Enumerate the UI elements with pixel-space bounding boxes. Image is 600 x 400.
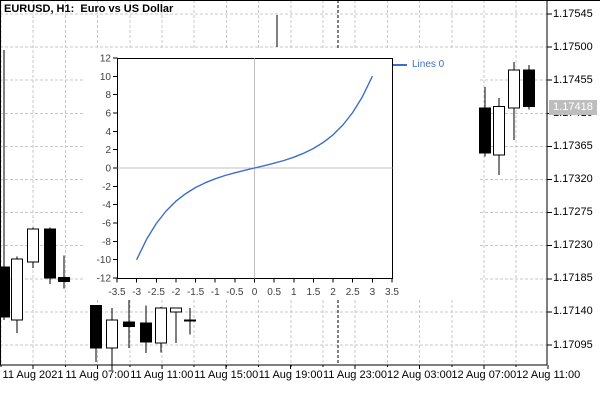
panel-x-tick-label: -3.5 — [108, 287, 126, 298]
legend: Lines 0 — [393, 59, 444, 70]
price-label: 1.17545 — [553, 7, 593, 20]
current-price-badge: 1.17418 — [549, 99, 597, 115]
panel-x-tick-label: -2.5 — [148, 287, 166, 298]
candle — [123, 300, 135, 348]
candle-body — [170, 307, 182, 313]
panel-y-tick-label: -8 — [102, 237, 111, 248]
price-label: 1.17455 — [553, 73, 593, 86]
candle-body — [523, 69, 535, 108]
panel-x-tick-label: 0.5 — [267, 287, 281, 298]
candle-body — [184, 319, 196, 322]
panel-x-tick-label: -1.5 — [187, 287, 205, 298]
panel-x-tick-label: -2 — [171, 287, 180, 298]
indicator-panel[interactable]: 12 10 8 6 4 2 0 -2 -4 -6 -8 -10 -12 -3.5 -3 -2.5 -2 -1.5-… — [85, 50, 478, 298]
chart-symbol-title: EURUSD, H1: Euro vs US Dollar — [4, 3, 174, 15]
candle — [58, 255, 70, 289]
candle-body — [0, 266, 10, 318]
panel-x-tick-label: 2 — [330, 287, 336, 298]
candle-body — [155, 307, 167, 344]
candle — [479, 86, 491, 157]
panel-y-tick-label: -12 — [97, 274, 112, 285]
price-label: 1.17185 — [553, 272, 593, 285]
price-label: 1.17500 — [553, 40, 593, 53]
price-scale[interactable]: 1.175451.175001.174551.174101.173651.173… — [547, 0, 600, 365]
candle — [493, 97, 505, 176]
time-label: 11 Aug 2021 — [2, 369, 64, 381]
panel-y-tick-label: -2 — [102, 182, 111, 193]
panel-y-tick-label: 10 — [100, 72, 112, 83]
panel-y-tick-label: 6 — [105, 109, 111, 120]
time-label: 12 Aug 03:00 — [386, 369, 452, 381]
candle-body — [44, 228, 56, 279]
legend-label: Lines 0 — [412, 59, 445, 70]
panel-curve — [135, 75, 374, 261]
candle-body — [11, 258, 23, 321]
candle — [44, 227, 56, 284]
candle-body — [508, 69, 520, 109]
price-label: 1.17140 — [553, 305, 593, 318]
candle-body — [479, 107, 491, 154]
candle-body — [106, 319, 118, 349]
time-label: 11 Aug 11:00 — [130, 369, 194, 381]
panel-x-tick-label: 1.5 — [306, 287, 320, 298]
candle-body — [90, 304, 102, 349]
time-scale[interactable]: 11 Aug 2021 11 Aug 07:00 11 Aug 11:00 11 Au… — [0, 366, 600, 400]
candle — [0, 50, 10, 320]
candle — [106, 308, 118, 371]
panel-x-tick-label: 0 — [252, 287, 258, 298]
panel-x-tick-label: -3 — [132, 287, 141, 298]
panel-x-tick-label: -1 — [211, 287, 220, 298]
candle-body — [140, 322, 152, 343]
time-label: 11 Aug 23:00 — [322, 369, 388, 381]
candle — [11, 256, 23, 334]
candle-body — [58, 276, 70, 283]
price-label: 1.17320 — [553, 173, 593, 185]
panel-y-tick-label: 0 — [105, 164, 111, 175]
panel-x-tick-label: 2.5 — [346, 287, 360, 298]
time-label: 12 Aug 11:00 — [516, 369, 581, 381]
candle-body — [123, 321, 135, 328]
candle-body — [27, 228, 39, 263]
panel-y-tick-label: -10 — [97, 255, 112, 266]
panel-y-tick-label: -4 — [102, 200, 111, 211]
panel-x-tick-label: 3.5 — [385, 287, 399, 298]
time-label: 11 Aug 07:00 — [65, 369, 130, 381]
panel-y-tick-label: 8 — [105, 90, 111, 101]
panel-x-tick-label: 1 — [291, 287, 297, 298]
price-label: 1.17365 — [553, 139, 593, 152]
legend-line-icon — [393, 63, 407, 66]
time-label: 11 Aug 15:00 — [194, 369, 259, 381]
panel-y-tick-label: -6 — [102, 219, 111, 230]
candle — [155, 306, 167, 353]
panel-y-tick-label: 2 — [105, 145, 111, 156]
panel-y-tick-label: 4 — [105, 127, 111, 138]
candle — [508, 61, 520, 140]
candle — [523, 64, 535, 110]
candle — [184, 308, 196, 335]
panel-y-tick-label: 12 — [100, 54, 112, 65]
candle-body — [493, 106, 505, 156]
time-label: 11 Aug 19:00 — [258, 369, 323, 381]
candle — [90, 304, 102, 362]
candle — [27, 227, 39, 268]
panel-x-tick-label: 3 — [370, 287, 376, 298]
candle — [170, 307, 182, 343]
panel-x-tick-label: -0.5 — [226, 287, 244, 298]
price-label: 1.17275 — [553, 206, 593, 219]
candle — [140, 305, 152, 354]
time-label: 12 Aug 07:00 — [451, 369, 517, 381]
price-label: 1.17230 — [553, 239, 593, 252]
price-label: 1.17095 — [553, 338, 593, 351]
